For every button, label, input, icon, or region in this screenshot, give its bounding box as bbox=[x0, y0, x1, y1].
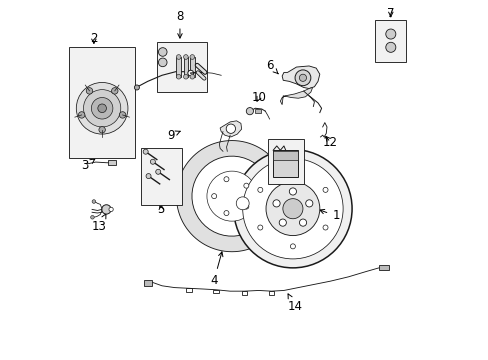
Bar bbox=[212, 290, 218, 293]
Bar bbox=[69, 47, 135, 158]
Circle shape bbox=[102, 205, 111, 214]
Circle shape bbox=[246, 108, 253, 115]
Circle shape bbox=[111, 87, 118, 94]
Circle shape bbox=[224, 211, 228, 216]
Text: 10: 10 bbox=[251, 91, 266, 104]
Circle shape bbox=[299, 74, 306, 81]
Bar bbox=[273, 151, 297, 160]
Bar bbox=[268, 291, 274, 295]
Circle shape bbox=[183, 75, 188, 79]
Circle shape bbox=[282, 199, 303, 219]
Polygon shape bbox=[282, 66, 319, 89]
Bar bbox=[190, 57, 194, 77]
Circle shape bbox=[233, 149, 351, 268]
Text: 3: 3 bbox=[81, 159, 95, 172]
Circle shape bbox=[76, 82, 128, 134]
Circle shape bbox=[86, 87, 93, 94]
Circle shape bbox=[323, 187, 327, 192]
Circle shape bbox=[92, 200, 96, 203]
Circle shape bbox=[279, 219, 286, 226]
Circle shape bbox=[190, 75, 194, 79]
Circle shape bbox=[257, 225, 262, 230]
Circle shape bbox=[98, 104, 106, 113]
Circle shape bbox=[224, 177, 228, 182]
Circle shape bbox=[242, 158, 343, 259]
Text: 12: 12 bbox=[323, 136, 337, 149]
Circle shape bbox=[294, 70, 310, 86]
Circle shape bbox=[150, 159, 155, 164]
Circle shape bbox=[226, 124, 235, 134]
Text: 6: 6 bbox=[265, 59, 278, 74]
Bar bbox=[375, 21, 405, 62]
Text: 8: 8 bbox=[176, 10, 183, 38]
Text: 15: 15 bbox=[176, 51, 191, 68]
Circle shape bbox=[299, 219, 306, 226]
Circle shape bbox=[323, 225, 327, 230]
Circle shape bbox=[289, 188, 296, 195]
Circle shape bbox=[183, 55, 188, 59]
Circle shape bbox=[187, 70, 193, 76]
Bar bbox=[156, 42, 206, 92]
Circle shape bbox=[83, 90, 121, 127]
Text: 9: 9 bbox=[167, 129, 180, 142]
Circle shape bbox=[99, 127, 105, 133]
Circle shape bbox=[176, 55, 181, 59]
Bar bbox=[378, 265, 388, 270]
Polygon shape bbox=[176, 140, 277, 252]
Text: 2: 2 bbox=[90, 32, 98, 45]
Circle shape bbox=[176, 75, 181, 79]
Bar bbox=[254, 109, 261, 113]
Circle shape bbox=[305, 200, 312, 207]
Circle shape bbox=[206, 171, 256, 221]
Bar bbox=[267, 139, 303, 184]
Circle shape bbox=[146, 174, 151, 179]
Bar bbox=[144, 280, 152, 286]
Bar bbox=[176, 57, 181, 77]
Bar bbox=[185, 288, 191, 292]
Circle shape bbox=[78, 112, 85, 118]
Circle shape bbox=[155, 169, 161, 174]
Bar bbox=[108, 160, 116, 165]
Circle shape bbox=[385, 29, 395, 39]
Text: 4: 4 bbox=[210, 252, 223, 287]
Polygon shape bbox=[280, 87, 312, 105]
Circle shape bbox=[109, 207, 113, 212]
Circle shape bbox=[119, 112, 125, 118]
Bar bbox=[273, 150, 297, 177]
Text: 13: 13 bbox=[92, 214, 106, 233]
Polygon shape bbox=[220, 121, 241, 137]
Text: 1: 1 bbox=[319, 210, 339, 222]
Text: 14: 14 bbox=[286, 294, 302, 313]
Text: 11: 11 bbox=[278, 184, 293, 197]
Circle shape bbox=[265, 182, 319, 235]
Circle shape bbox=[272, 200, 280, 207]
Circle shape bbox=[236, 197, 249, 210]
Circle shape bbox=[134, 85, 139, 90]
Circle shape bbox=[244, 204, 248, 209]
Circle shape bbox=[91, 98, 113, 119]
Bar bbox=[183, 57, 188, 77]
Text: 7: 7 bbox=[386, 7, 394, 20]
Circle shape bbox=[244, 183, 248, 188]
Circle shape bbox=[385, 42, 395, 52]
Circle shape bbox=[90, 216, 94, 219]
Circle shape bbox=[158, 48, 167, 56]
Circle shape bbox=[290, 244, 295, 249]
Bar bbox=[241, 291, 247, 295]
Circle shape bbox=[190, 55, 194, 59]
Circle shape bbox=[158, 58, 167, 67]
Bar bbox=[140, 148, 182, 205]
Circle shape bbox=[257, 187, 262, 192]
Circle shape bbox=[290, 168, 295, 174]
Text: 5: 5 bbox=[157, 203, 164, 216]
Circle shape bbox=[143, 149, 148, 154]
Circle shape bbox=[211, 194, 216, 199]
